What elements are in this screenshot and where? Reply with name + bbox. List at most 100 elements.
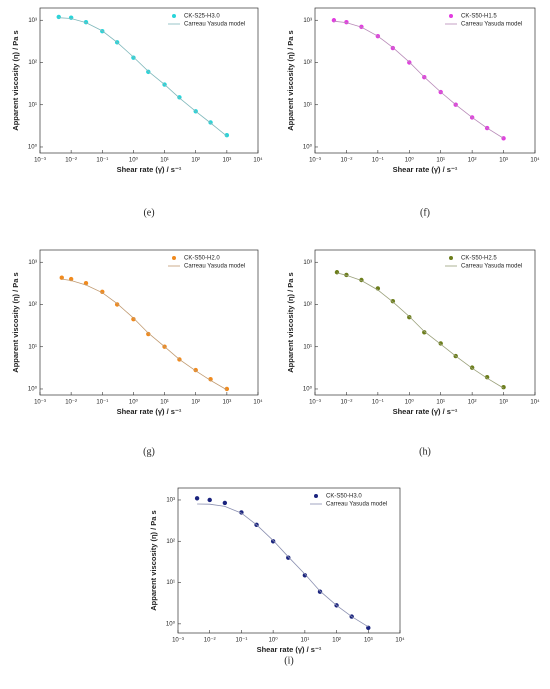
legend-label: Carreau Yasuda model — [184, 22, 245, 28]
x-tick-label: 10² — [191, 158, 200, 164]
legend-label: Carreau Yasuda model — [326, 502, 387, 508]
x-tick-label: 10⁻¹ — [96, 158, 108, 164]
plot-frame — [314, 7, 536, 154]
data-point — [222, 500, 228, 506]
x-tick-label: 10² — [191, 400, 200, 406]
legend-marker — [449, 256, 453, 260]
x-axis-label: Shear rate (γ̇) / s⁻¹ — [393, 165, 458, 174]
data-point — [390, 298, 396, 304]
y-tick-label: 10¹ — [28, 102, 37, 108]
legend-label: CK-S50-H2.0 — [184, 256, 220, 262]
x-tick-label: 10⁴ — [530, 157, 540, 164]
legend-marker — [449, 14, 453, 18]
x-tick-label: 10⁻³ — [34, 158, 46, 164]
legend-marker — [172, 256, 176, 260]
data-point — [114, 302, 120, 307]
y-tick-label: 10² — [28, 60, 37, 66]
y-tick-label: 10⁰ — [303, 144, 313, 151]
data-point — [194, 496, 200, 501]
data-point — [270, 539, 276, 544]
x-tick-label: 10⁻² — [65, 400, 77, 406]
x-tick-label: 10⁻² — [341, 158, 353, 164]
x-axis-label: Shear rate (γ̇) / s⁻¹ — [257, 645, 322, 654]
x-tick-label: 10⁰ — [405, 157, 415, 164]
plot-frame — [39, 249, 259, 396]
x-tick-label: 10³ — [499, 158, 508, 164]
legend-marker — [172, 14, 176, 18]
data-point — [207, 497, 212, 503]
y-tick-label: 10² — [166, 539, 175, 545]
y-tick-label: 10⁰ — [166, 620, 176, 627]
y-tick-label: 10¹ — [303, 344, 312, 350]
x-tick-label: 10⁰ — [129, 157, 139, 164]
x-tick-label: 10⁻² — [65, 158, 77, 164]
x-tick-label: 10⁴ — [395, 637, 405, 644]
data-point — [331, 18, 337, 23]
y-axis-label: Apparent viscosity (η) / Pa s — [149, 510, 158, 610]
x-tick-label: 10⁻¹ — [236, 638, 248, 644]
data-point — [438, 341, 443, 346]
model-line — [58, 17, 228, 137]
data-point — [407, 315, 412, 320]
legend-label: CK-S50-H2.5 — [461, 256, 497, 262]
data-point — [131, 316, 136, 322]
x-tick-label: 10⁻² — [204, 638, 216, 644]
legend-label: Carreau Yasuda model — [184, 264, 245, 270]
panel-caption: (h) — [419, 446, 431, 457]
plot-frame — [177, 487, 401, 634]
data-point — [224, 132, 230, 138]
y-axis-label: Apparent viscosity (η) / Pa s — [11, 272, 20, 372]
data-point — [422, 330, 427, 335]
data-point — [100, 289, 105, 294]
x-tick-label: 10⁰ — [269, 637, 279, 644]
y-axis-label: Apparent viscosity (η) / Pa s — [286, 272, 295, 372]
y-tick-label: 10³ — [28, 18, 37, 24]
x-tick-label: 10³ — [364, 638, 373, 644]
y-tick-label: 10³ — [303, 260, 312, 266]
y-tick-label: 10³ — [303, 18, 312, 24]
y-tick-label: 10² — [28, 302, 37, 308]
y-tick-label: 10¹ — [166, 580, 175, 586]
x-tick-label: 10² — [468, 400, 477, 406]
x-tick-label: 10⁻³ — [309, 158, 321, 164]
panel-caption: (g) — [143, 446, 155, 457]
x-tick-label: 10⁴ — [530, 399, 540, 406]
panel-caption: (i) — [284, 655, 293, 666]
y-tick-label: 10² — [303, 60, 312, 66]
legend-label: CK-S50-H1.5 — [461, 14, 497, 20]
legend-marker — [314, 494, 318, 498]
x-tick-label: 10³ — [223, 158, 232, 164]
y-tick-label: 10¹ — [28, 344, 37, 350]
model-line — [336, 272, 504, 389]
legend-label: CK-S50-H3.0 — [326, 494, 362, 500]
x-tick-label: 10³ — [499, 400, 508, 406]
x-tick-label: 10⁰ — [405, 399, 415, 406]
panel-caption: (f) — [420, 207, 430, 218]
data-point — [131, 55, 136, 60]
x-tick-label: 10¹ — [160, 158, 169, 164]
x-tick-label: 10⁻³ — [172, 638, 184, 644]
x-tick-label: 10⁴ — [253, 399, 263, 406]
data-point — [317, 589, 323, 594]
y-tick-label: 10⁰ — [28, 144, 38, 151]
x-tick-label: 10⁻¹ — [372, 400, 384, 406]
x-tick-label: 10⁻² — [341, 400, 353, 406]
x-tick-label: 10² — [332, 638, 341, 644]
data-point — [146, 331, 151, 337]
x-tick-label: 10³ — [223, 400, 232, 406]
data-point — [208, 377, 213, 382]
x-tick-label: 10¹ — [301, 638, 310, 644]
data-point — [366, 625, 371, 631]
x-tick-label: 10¹ — [436, 400, 445, 406]
legend-label: CK-S25-H3.0 — [184, 14, 220, 20]
x-tick-label: 10² — [468, 158, 477, 164]
y-axis-label: Apparent viscosity (η) / Pa s — [11, 30, 20, 130]
plot-frame — [314, 249, 536, 396]
x-tick-label: 10⁻¹ — [372, 158, 384, 164]
y-axis-label: Apparent viscosity (η) / Pa s — [286, 30, 295, 130]
x-tick-label: 10⁻³ — [34, 400, 46, 406]
x-tick-label: 10⁴ — [253, 157, 263, 164]
model-line — [61, 278, 228, 391]
data-point — [484, 374, 490, 380]
